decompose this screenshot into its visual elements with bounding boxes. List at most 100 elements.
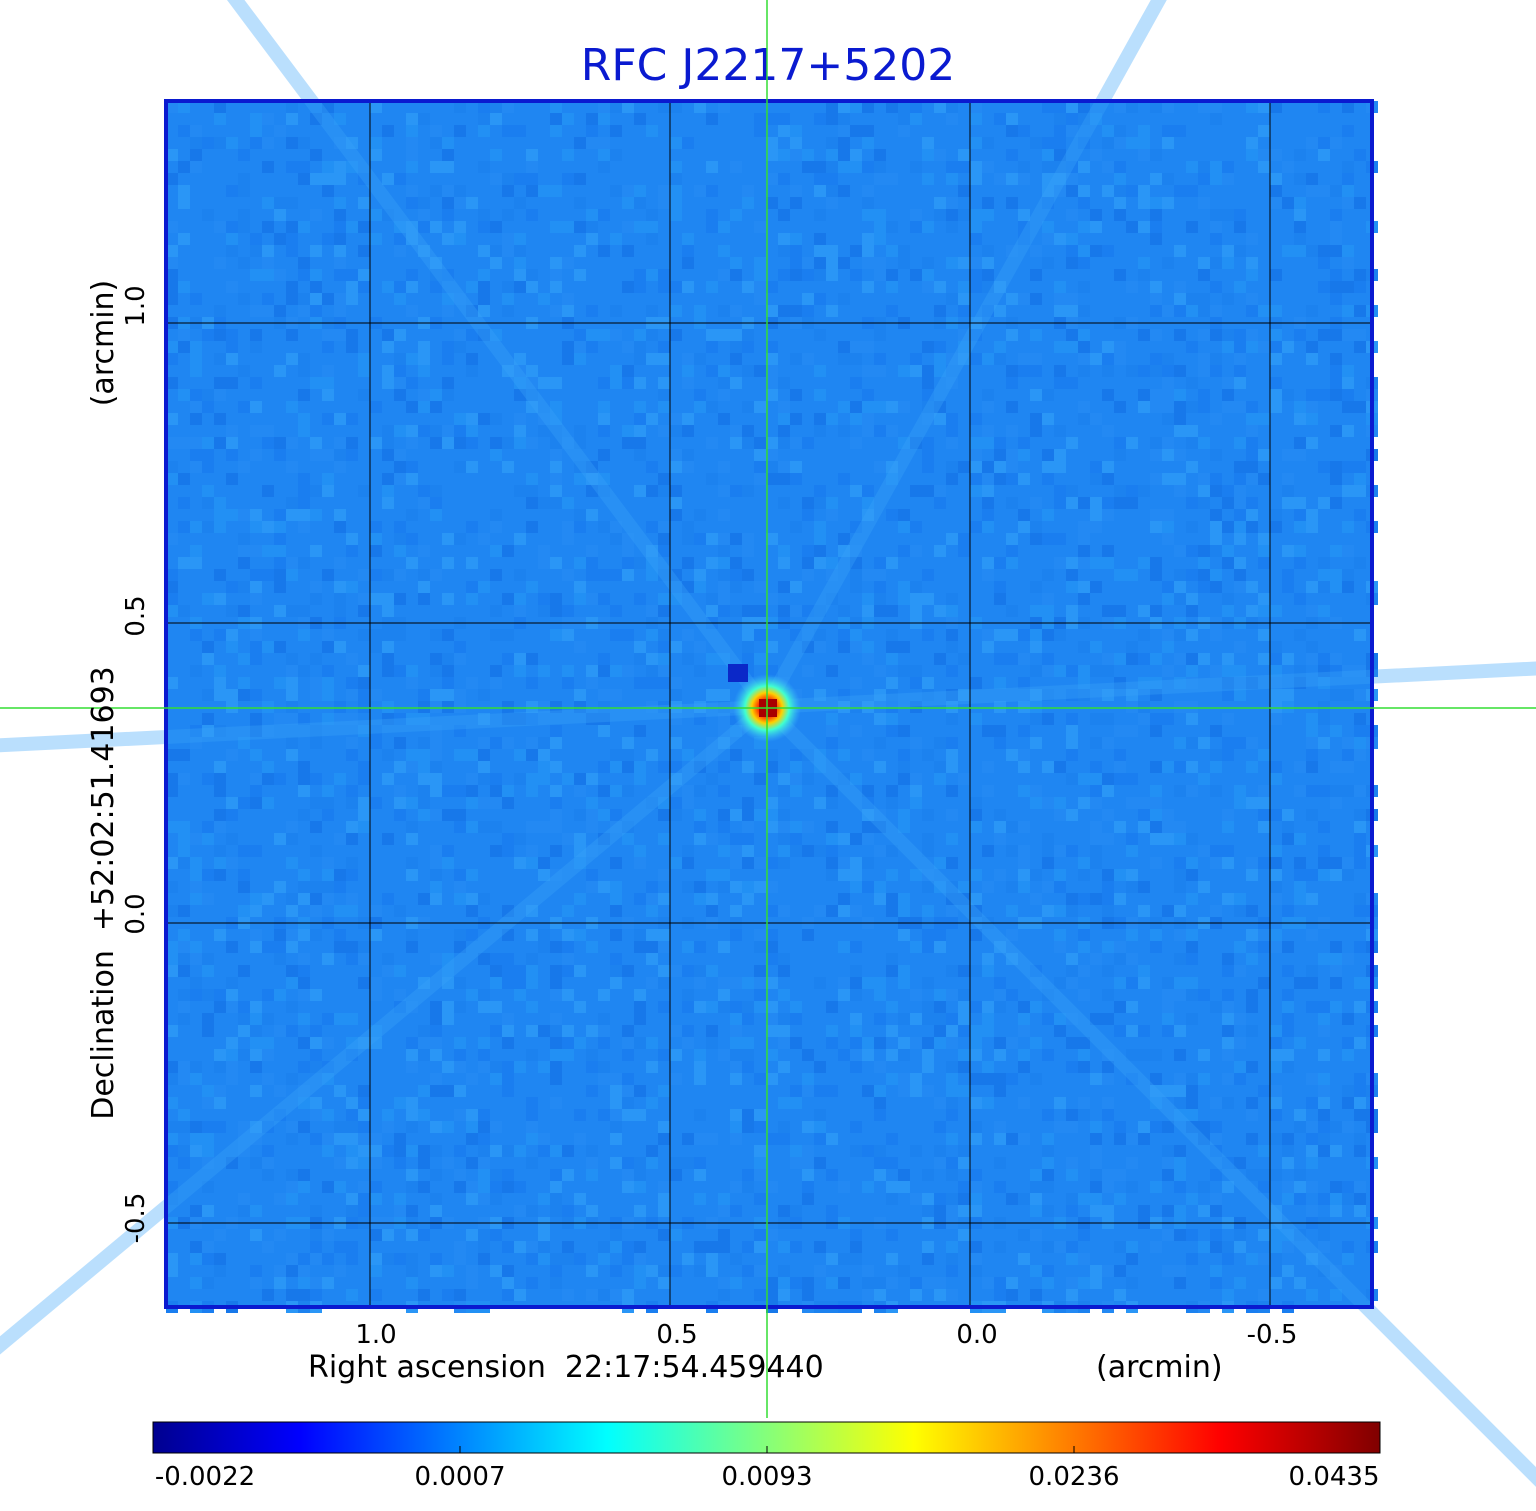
image-pixel — [730, 377, 742, 389]
image-pixel — [358, 809, 370, 821]
image-pixel — [1258, 1169, 1270, 1181]
image-pixel — [1342, 1181, 1354, 1193]
image-pixel — [1066, 1109, 1078, 1121]
image-pixel — [682, 233, 694, 245]
image-pixel — [586, 713, 598, 725]
image-pixel — [1330, 665, 1342, 677]
image-pixel — [430, 1049, 442, 1061]
image-pixel — [190, 557, 202, 569]
image-pixel — [1306, 173, 1318, 185]
image-pixel — [874, 161, 886, 173]
image-pixel — [190, 989, 202, 1001]
image-pixel — [202, 209, 214, 221]
image-pixel — [694, 185, 706, 197]
image-pixel — [970, 485, 982, 497]
image-pixel — [958, 281, 970, 293]
image-pixel — [1078, 1061, 1090, 1073]
image-pixel — [406, 1109, 418, 1121]
image-pixel — [562, 341, 574, 353]
image-pixel — [538, 1061, 550, 1073]
image-pixel — [1258, 797, 1270, 809]
image-pixel — [946, 737, 958, 749]
image-pixel — [562, 941, 574, 953]
image-pixel — [1330, 209, 1342, 221]
image-pixel — [754, 773, 766, 785]
image-pixel — [1330, 281, 1342, 293]
image-pixel — [706, 365, 718, 377]
image-pixel — [610, 185, 622, 197]
image-pixel — [946, 713, 958, 725]
image-pixel — [742, 185, 754, 197]
image-pixel — [334, 1085, 346, 1097]
image-pixel — [622, 1109, 634, 1121]
image-pixel — [478, 1109, 490, 1121]
image-pixel — [934, 401, 946, 413]
image-pixel — [886, 689, 898, 701]
image-pixel — [682, 1037, 694, 1049]
image-pixel — [754, 437, 766, 449]
image-pixel — [646, 677, 658, 689]
image-pixel — [1246, 797, 1258, 809]
image-pixel — [874, 425, 886, 437]
image-pixel — [1126, 101, 1138, 113]
image-pixel — [202, 833, 214, 845]
image-pixel — [538, 497, 550, 509]
image-pixel — [1234, 893, 1246, 905]
image-pixel — [862, 281, 874, 293]
image-pixel — [526, 1253, 538, 1265]
image-pixel — [790, 257, 802, 269]
image-pixel — [1342, 545, 1354, 557]
image-pixel — [874, 1169, 886, 1181]
image-pixel — [718, 485, 730, 497]
image-pixel — [394, 665, 406, 677]
image-pixel — [166, 173, 178, 185]
image-pixel — [466, 821, 478, 833]
image-pixel — [406, 1265, 418, 1277]
image-pixel — [322, 1109, 334, 1121]
image-pixel — [394, 797, 406, 809]
image-pixel — [358, 1145, 370, 1157]
image-pixel — [982, 425, 994, 437]
image-pixel — [514, 245, 526, 257]
image-pixel — [598, 485, 610, 497]
image-pixel — [850, 1037, 862, 1049]
image-pixel — [502, 545, 514, 557]
image-pixel — [310, 689, 322, 701]
image-pixel — [382, 773, 394, 785]
image-pixel — [658, 521, 670, 533]
image-pixel — [922, 1037, 934, 1049]
image-pixel — [166, 749, 178, 761]
image-pixel — [1342, 761, 1354, 773]
image-pixel — [1282, 653, 1294, 665]
image-pixel — [1150, 713, 1162, 725]
image-pixel — [1150, 725, 1162, 737]
image-pixel — [454, 533, 466, 545]
image-pixel — [262, 893, 274, 905]
image-pixel — [682, 1133, 694, 1145]
image-pixel — [610, 965, 622, 977]
image-pixel — [730, 977, 742, 989]
image-pixel — [1066, 749, 1078, 761]
image-pixel — [418, 1109, 430, 1121]
image-pixel — [718, 221, 730, 233]
image-pixel — [406, 833, 418, 845]
y-tick-label: -0.5 — [121, 1192, 151, 1244]
image-pixel — [358, 1157, 370, 1169]
image-pixel — [814, 1157, 826, 1169]
image-pixel — [502, 905, 514, 917]
image-pixel — [1030, 737, 1042, 749]
image-pixel — [1090, 149, 1102, 161]
image-pixel — [730, 1181, 742, 1193]
image-pixel — [1198, 1049, 1210, 1061]
image-pixel — [550, 461, 562, 473]
image-pixel — [1258, 557, 1270, 569]
image-pixel — [814, 797, 826, 809]
image-pixel — [250, 569, 262, 581]
image-pixel — [166, 1061, 178, 1073]
image-pixel — [166, 1193, 178, 1205]
image-pixel — [1354, 401, 1366, 413]
image-pixel — [514, 857, 526, 869]
image-pixel — [730, 1121, 742, 1133]
image-pixel — [1282, 389, 1294, 401]
image-pixel — [718, 329, 730, 341]
